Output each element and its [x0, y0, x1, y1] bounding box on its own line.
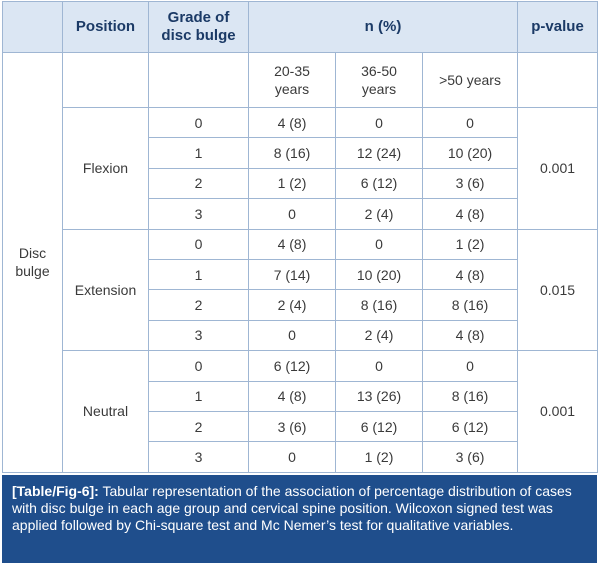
p-value: 0.015 [517, 228, 599, 352]
grade: 3 [148, 198, 249, 230]
position: Extension [62, 228, 149, 352]
count-cell: 10 (20) [335, 258, 423, 291]
grade: 0 [148, 106, 249, 139]
cell [517, 52, 599, 108]
count-cell: 3 (6) [248, 410, 336, 443]
header-row: Position Grade of disc bulge n (%) p-val… [2, 1, 599, 53]
data-row: Flexion 0 4 (8) 0 0 0.001 [3, 106, 599, 230]
count-cell: 4 (8) [248, 228, 336, 260]
count-cell: 0 [335, 228, 423, 260]
count-cell: 8 (16) [421, 289, 519, 321]
count-cell: 0 [248, 319, 336, 352]
count-cell: 1 (2) [421, 228, 519, 260]
data-row: Neutral 0 6 (12) 0 0 0.001 [3, 350, 599, 473]
count-cell: 7 (14) [248, 258, 336, 291]
count-cell: 8 (16) [335, 289, 423, 321]
grade: 0 [148, 228, 249, 260]
count-cell: 0 [335, 106, 423, 139]
header-cell [2, 1, 63, 53]
caption-text: Tabular representation of the associatio… [12, 483, 572, 533]
count-cell: 4 (8) [421, 258, 519, 291]
count-cell: 6 (12) [335, 410, 423, 443]
count-cell: 1 (2) [248, 167, 336, 200]
grade: 3 [148, 441, 249, 473]
count-cell: 0 [248, 198, 336, 230]
count-cell: 1 (2) [335, 441, 423, 473]
count-cell: 6 (12) [421, 410, 519, 443]
caption: [Table/Fig-6]: Tabular representation of… [2, 475, 597, 563]
count-cell: 6 (12) [335, 167, 423, 200]
count-cell: 8 (16) [248, 137, 336, 169]
caption-label: [Table/Fig-6]: [12, 483, 99, 499]
count-cell: 6 (12) [248, 350, 336, 382]
count-cell: 10 (20) [421, 137, 519, 169]
count-cell: 4 (8) [248, 106, 336, 139]
count-cell: 8 (16) [421, 380, 519, 412]
count-cell: 4 (8) [421, 198, 519, 230]
grade: 2 [148, 410, 249, 443]
table-header: Position Grade of disc bulge n (%) p-val… [2, 1, 599, 53]
count-cell: 0 [421, 350, 519, 382]
age-group: 20-35 years [248, 52, 336, 108]
grade: 3 [148, 319, 249, 352]
grade: 2 [148, 167, 249, 200]
age-group: 36-50 years [335, 52, 423, 108]
count-cell: 0 [335, 350, 423, 382]
p-value: 0.001 [517, 107, 599, 230]
header-cell: Grade of disc bulge [148, 1, 249, 53]
subheader-row: Disc bulge 20-35 years 36-50 years >50 y… [2, 52, 599, 473]
count-cell: 2 (4) [335, 319, 423, 352]
count-cell: 3 (6) [421, 167, 519, 200]
count-cell: 0 [421, 106, 519, 139]
count-cell: 0 [248, 441, 336, 473]
cell [148, 52, 249, 108]
grade: 1 [148, 137, 249, 169]
count-cell: 12 (24) [335, 137, 423, 169]
table-body: Disc bulge 20-35 years 36-50 years >50 y… [2, 52, 599, 473]
count-cell: 4 (8) [421, 319, 519, 352]
data-row: Extension 0 4 (8) 0 1 (2) 0.015 [3, 228, 599, 352]
grade: 1 [148, 258, 249, 291]
grade: 1 [148, 380, 249, 412]
count-cell: 2 (4) [335, 198, 423, 230]
p-value: 0.001 [517, 350, 599, 473]
grade: 0 [148, 350, 249, 382]
count-cell: 3 (6) [421, 441, 519, 473]
cell [62, 52, 149, 108]
age-group: >50 years [421, 52, 519, 108]
grade: 2 [148, 289, 249, 321]
count-cell: 2 (4) [248, 289, 336, 321]
row-label: Disc bulge [2, 52, 63, 473]
position: Flexion [62, 107, 149, 230]
data-table: Position Grade of disc bulge n (%) p-val… [2, 1, 599, 473]
header-cell: Position [62, 1, 149, 53]
position: Neutral [62, 350, 149, 473]
header-cell: p-value [517, 1, 599, 53]
count-cell: 4 (8) [248, 380, 336, 412]
header-cell: n (%) [247, 1, 519, 53]
count-cell: 13 (26) [335, 380, 423, 412]
